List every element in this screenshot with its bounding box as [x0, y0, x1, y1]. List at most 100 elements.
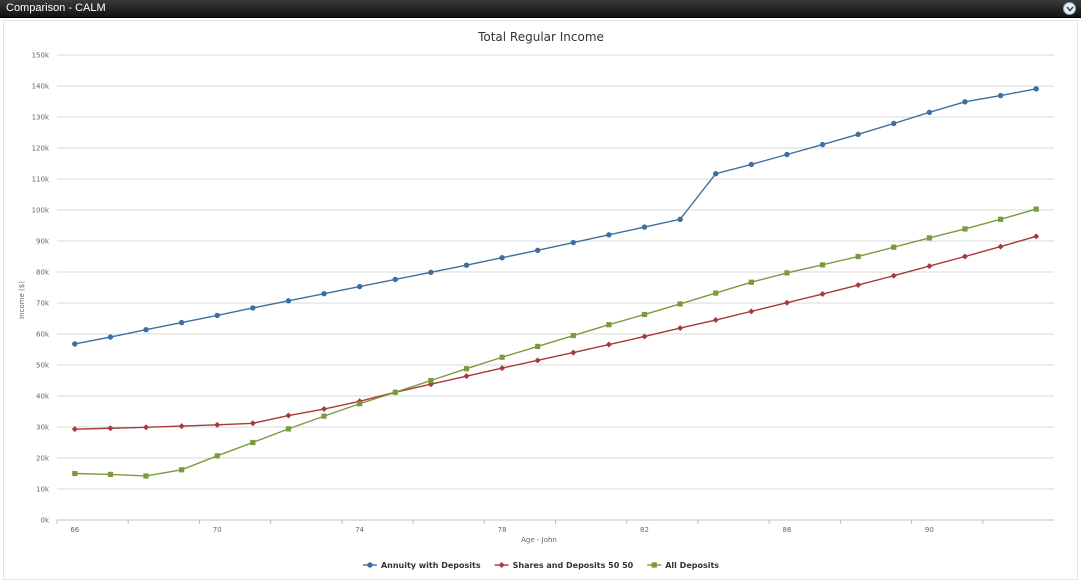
x-tick-label: 70 — [213, 526, 222, 534]
y-tick-label: 40k — [36, 393, 50, 401]
data-point — [748, 308, 755, 315]
y-tick-label: 130k — [32, 114, 50, 122]
y-tick-label: 100k — [32, 207, 50, 215]
data-point — [641, 311, 648, 318]
data-point — [606, 232, 612, 238]
series-group — [71, 233, 1040, 433]
data-point — [570, 332, 576, 339]
data-point — [855, 131, 861, 138]
data-point — [677, 325, 684, 332]
data-point — [677, 216, 683, 222]
data-point — [713, 171, 719, 177]
series-group — [72, 86, 1039, 347]
x-tick-label: 90 — [925, 526, 934, 534]
y-tick-label: 60k — [36, 331, 50, 339]
data-point — [534, 357, 541, 364]
data-point — [605, 341, 612, 348]
data-point — [855, 253, 861, 260]
data-point — [606, 322, 612, 328]
data-point — [819, 141, 826, 148]
data-point — [463, 366, 470, 372]
data-point — [321, 291, 327, 297]
data-series — [71, 86, 1040, 479]
data-point — [784, 151, 790, 158]
grid-lines — [57, 54, 1054, 521]
data-point — [249, 420, 256, 427]
data-point — [143, 326, 149, 333]
data-point — [72, 341, 78, 347]
data-point — [570, 349, 577, 356]
legend-item: All Deposits — [647, 561, 719, 570]
y-axis-label: Income ($) — [18, 281, 26, 319]
data-point — [392, 276, 398, 283]
data-point — [1033, 233, 1040, 240]
data-point — [463, 262, 470, 268]
data-point — [926, 109, 933, 116]
window-title-bar: Comparison - CALM — [0, 0, 1081, 18]
legend-item: Shares and Deposits 50 50 — [494, 561, 634, 570]
data-point — [499, 365, 506, 372]
data-point — [962, 226, 968, 232]
data-point — [178, 423, 185, 430]
legend-item: Annuity with Deposits — [362, 561, 481, 570]
y-tick-label: 50k — [36, 362, 50, 370]
y-tick-label: 150k — [32, 52, 50, 60]
data-point — [926, 263, 933, 270]
data-point — [1033, 206, 1039, 212]
x-tick-label: 66 — [70, 526, 79, 534]
data-point — [961, 253, 968, 260]
window-title: Comparison - CALM — [6, 2, 106, 14]
data-point — [819, 291, 826, 298]
data-point — [214, 453, 220, 459]
data-point — [641, 333, 648, 340]
data-point — [498, 562, 505, 568]
y-axis-ticks: 0k 10k 20k 30k 40k 50k 60k 70k 80k 90k 100k 110k 120… — [32, 52, 50, 525]
data-point — [962, 99, 968, 105]
x-tick-label: 78 — [498, 526, 507, 534]
y-tick-label: 90k — [36, 238, 50, 246]
y-tick-label: 10k — [36, 486, 50, 494]
data-point — [677, 301, 683, 307]
data-point — [250, 439, 256, 446]
x-axis-ticks: 66 70 74 78 82 86 90 — [56, 520, 984, 534]
chevron-down-icon[interactable] — [1063, 2, 1076, 15]
data-point — [71, 426, 78, 433]
data-point — [997, 216, 1004, 222]
data-point — [890, 272, 897, 279]
data-point — [392, 389, 398, 395]
series-group — [72, 206, 1039, 479]
data-point — [712, 317, 719, 324]
series-line — [74, 208, 1037, 477]
data-point — [428, 269, 434, 276]
data-point — [748, 279, 754, 285]
series-line — [74, 235, 1037, 430]
legend: Annuity with Deposits Shares and Deposits… — [362, 561, 719, 570]
line-chart: Total Regular Income 0k 10k 20k 30k 40k 50k 60… — [18, 30, 1054, 570]
data-point — [651, 562, 657, 568]
data-point — [72, 470, 78, 477]
chart-panel: Total Regular Income 0k 10k 20k 30k 40k 50k 60… — [3, 20, 1078, 580]
data-point — [107, 425, 114, 432]
y-tick-label: 140k — [32, 83, 50, 91]
data-point — [891, 120, 897, 127]
x-axis-label: Age - John — [521, 536, 557, 544]
data-point — [499, 354, 505, 360]
data-point — [107, 471, 114, 478]
data-point — [926, 235, 932, 241]
data-point — [713, 290, 719, 296]
data-point — [285, 298, 292, 304]
data-point — [367, 562, 373, 568]
data-point — [641, 224, 648, 230]
y-tick-label: 70k — [36, 300, 50, 308]
data-point — [819, 262, 826, 268]
series-line — [74, 88, 1037, 345]
data-point — [1033, 86, 1039, 92]
data-point — [535, 343, 541, 349]
data-point — [178, 319, 185, 326]
data-point — [214, 421, 221, 428]
data-point — [321, 413, 327, 419]
data-point — [285, 412, 292, 419]
data-point — [748, 161, 755, 168]
x-tick-label: 82 — [640, 526, 649, 534]
y-tick-label: 0k — [40, 517, 49, 525]
